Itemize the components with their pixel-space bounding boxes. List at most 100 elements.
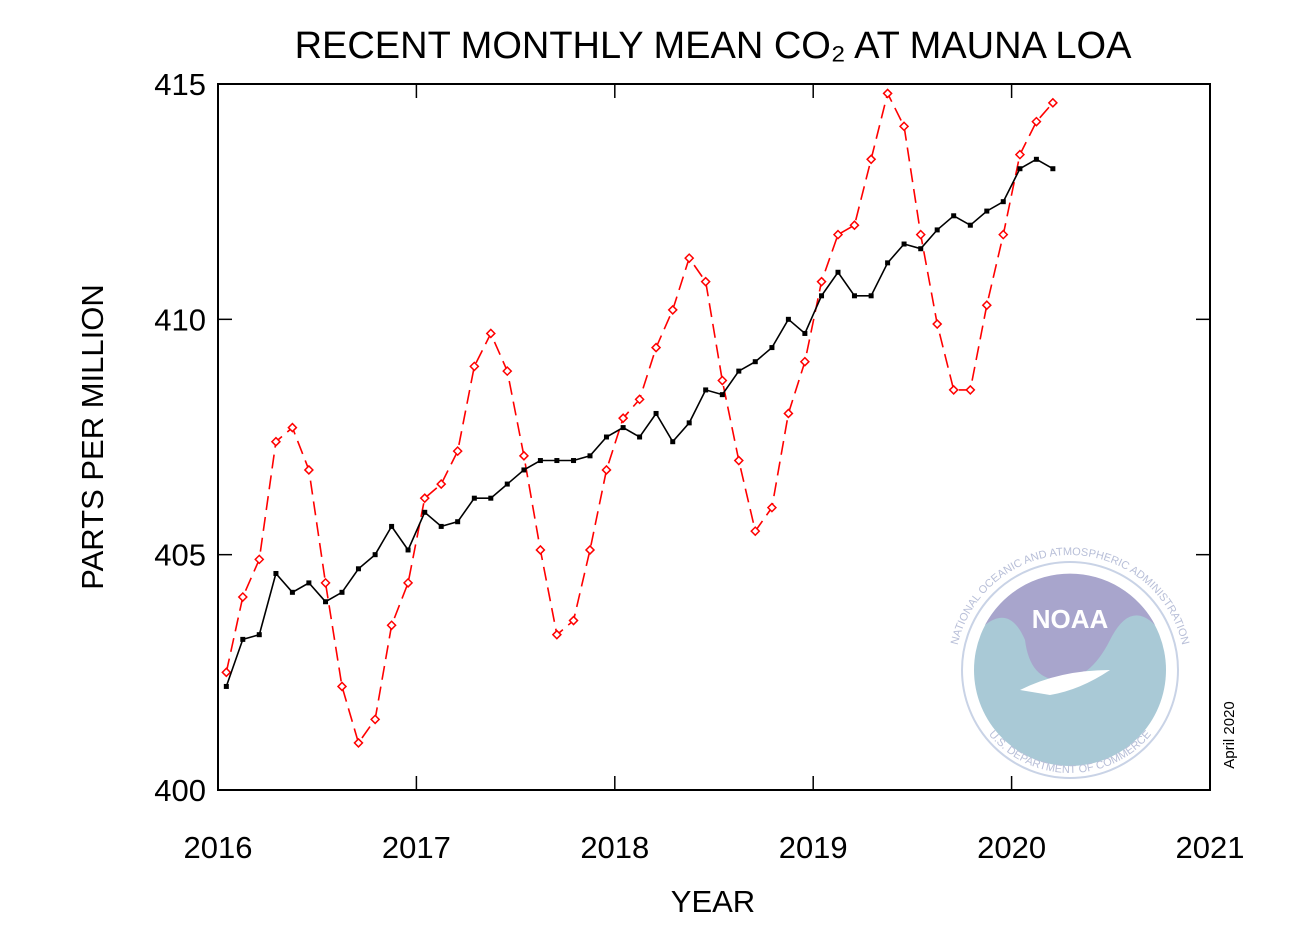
data-point bbox=[769, 345, 775, 351]
data-point bbox=[719, 392, 725, 398]
y-tick-label: 405 bbox=[154, 538, 206, 573]
data-point bbox=[866, 154, 877, 165]
data-point bbox=[703, 387, 709, 393]
data-point bbox=[370, 714, 381, 725]
data-point bbox=[750, 526, 761, 537]
data-point bbox=[816, 276, 827, 287]
x-tick-label: 2019 bbox=[779, 830, 848, 865]
data-point bbox=[336, 681, 348, 692]
data-point bbox=[918, 246, 924, 252]
y-tick-label: 400 bbox=[154, 773, 206, 808]
data-point bbox=[287, 422, 298, 433]
data-point bbox=[386, 620, 397, 631]
data-point bbox=[485, 328, 496, 339]
logo-sky bbox=[985, 573, 1155, 680]
data-point bbox=[967, 222, 973, 228]
data-point bbox=[851, 293, 857, 299]
data-point bbox=[455, 519, 461, 525]
data-point bbox=[521, 467, 527, 473]
data-point bbox=[717, 375, 728, 386]
data-point bbox=[653, 410, 659, 416]
data-point bbox=[355, 566, 361, 572]
y-tick-label: 415 bbox=[154, 67, 206, 102]
data-point bbox=[700, 276, 711, 287]
series-line bbox=[225, 158, 1054, 687]
y-axis-label: PARTS PER MILLION bbox=[75, 284, 110, 590]
data-point bbox=[984, 208, 990, 214]
data-point bbox=[436, 479, 447, 490]
data-point bbox=[571, 458, 577, 464]
data-point bbox=[303, 464, 314, 476]
data-point bbox=[948, 384, 959, 395]
data-point bbox=[885, 260, 891, 266]
data-point bbox=[802, 330, 808, 336]
data-point bbox=[223, 683, 229, 689]
data-point bbox=[899, 121, 910, 132]
data-point bbox=[618, 413, 629, 424]
data-point bbox=[601, 464, 612, 476]
data-point bbox=[819, 293, 825, 299]
plot-frame bbox=[217, 83, 1211, 791]
data-point bbox=[306, 580, 312, 586]
data-point bbox=[965, 384, 976, 395]
data-point bbox=[518, 450, 529, 461]
data-point bbox=[587, 453, 593, 459]
data-point bbox=[372, 552, 378, 558]
data-point bbox=[1000, 199, 1006, 205]
data-point bbox=[240, 636, 246, 642]
data-point bbox=[736, 368, 742, 374]
data-point bbox=[535, 544, 546, 556]
y-tick-label: 410 bbox=[154, 302, 206, 337]
chart-title: RECENT MONTHLY MEAN CO₂ AT MAUNA LOA bbox=[295, 25, 1132, 67]
data-point bbox=[651, 342, 662, 353]
data-point bbox=[981, 300, 992, 311]
data-point bbox=[422, 509, 428, 515]
noaa-logo: NOAA NATIONAL OCEANIC AND ATMOSPHERIC AD… bbox=[949, 546, 1191, 779]
data-point bbox=[237, 591, 248, 603]
data-point bbox=[752, 359, 758, 365]
data-point bbox=[686, 420, 692, 426]
data-point bbox=[488, 495, 494, 501]
data-point bbox=[799, 356, 810, 367]
data-point bbox=[339, 589, 345, 595]
data-point bbox=[783, 408, 794, 419]
data-point bbox=[785, 316, 791, 322]
data-point bbox=[469, 361, 480, 372]
data-point bbox=[221, 667, 232, 678]
data-point bbox=[323, 599, 329, 605]
data-point bbox=[452, 446, 463, 457]
data-point bbox=[254, 554, 265, 565]
data-point bbox=[320, 577, 331, 588]
data-point bbox=[1031, 116, 1042, 127]
data-point bbox=[537, 458, 543, 464]
annotation: April 2020 bbox=[1221, 701, 1238, 769]
data-point bbox=[1033, 156, 1039, 162]
data-point bbox=[835, 269, 841, 275]
data-point bbox=[670, 439, 676, 445]
data-point bbox=[403, 577, 414, 588]
data-point bbox=[868, 293, 874, 299]
logo-text: NOAA bbox=[1032, 604, 1109, 634]
x-tick-label: 2020 bbox=[977, 830, 1046, 865]
data-point bbox=[849, 220, 860, 231]
data-point bbox=[389, 523, 395, 529]
x-axis-label: YEAR bbox=[671, 884, 755, 919]
data-point bbox=[551, 629, 562, 640]
data-point bbox=[637, 434, 643, 440]
data-point bbox=[934, 227, 940, 233]
data-point bbox=[1017, 166, 1023, 172]
data-point bbox=[1047, 97, 1058, 108]
data-point bbox=[832, 229, 844, 240]
data-point bbox=[270, 436, 281, 447]
x-tick-label: 2021 bbox=[1176, 830, 1245, 865]
data-point bbox=[915, 229, 926, 240]
data-point bbox=[502, 366, 513, 377]
data-point bbox=[471, 495, 477, 501]
data-point bbox=[684, 253, 695, 264]
data-point bbox=[419, 493, 430, 504]
data-point bbox=[568, 615, 579, 626]
x-tick-label: 2017 bbox=[382, 830, 451, 865]
data-point bbox=[951, 213, 957, 219]
data-point bbox=[766, 502, 777, 513]
